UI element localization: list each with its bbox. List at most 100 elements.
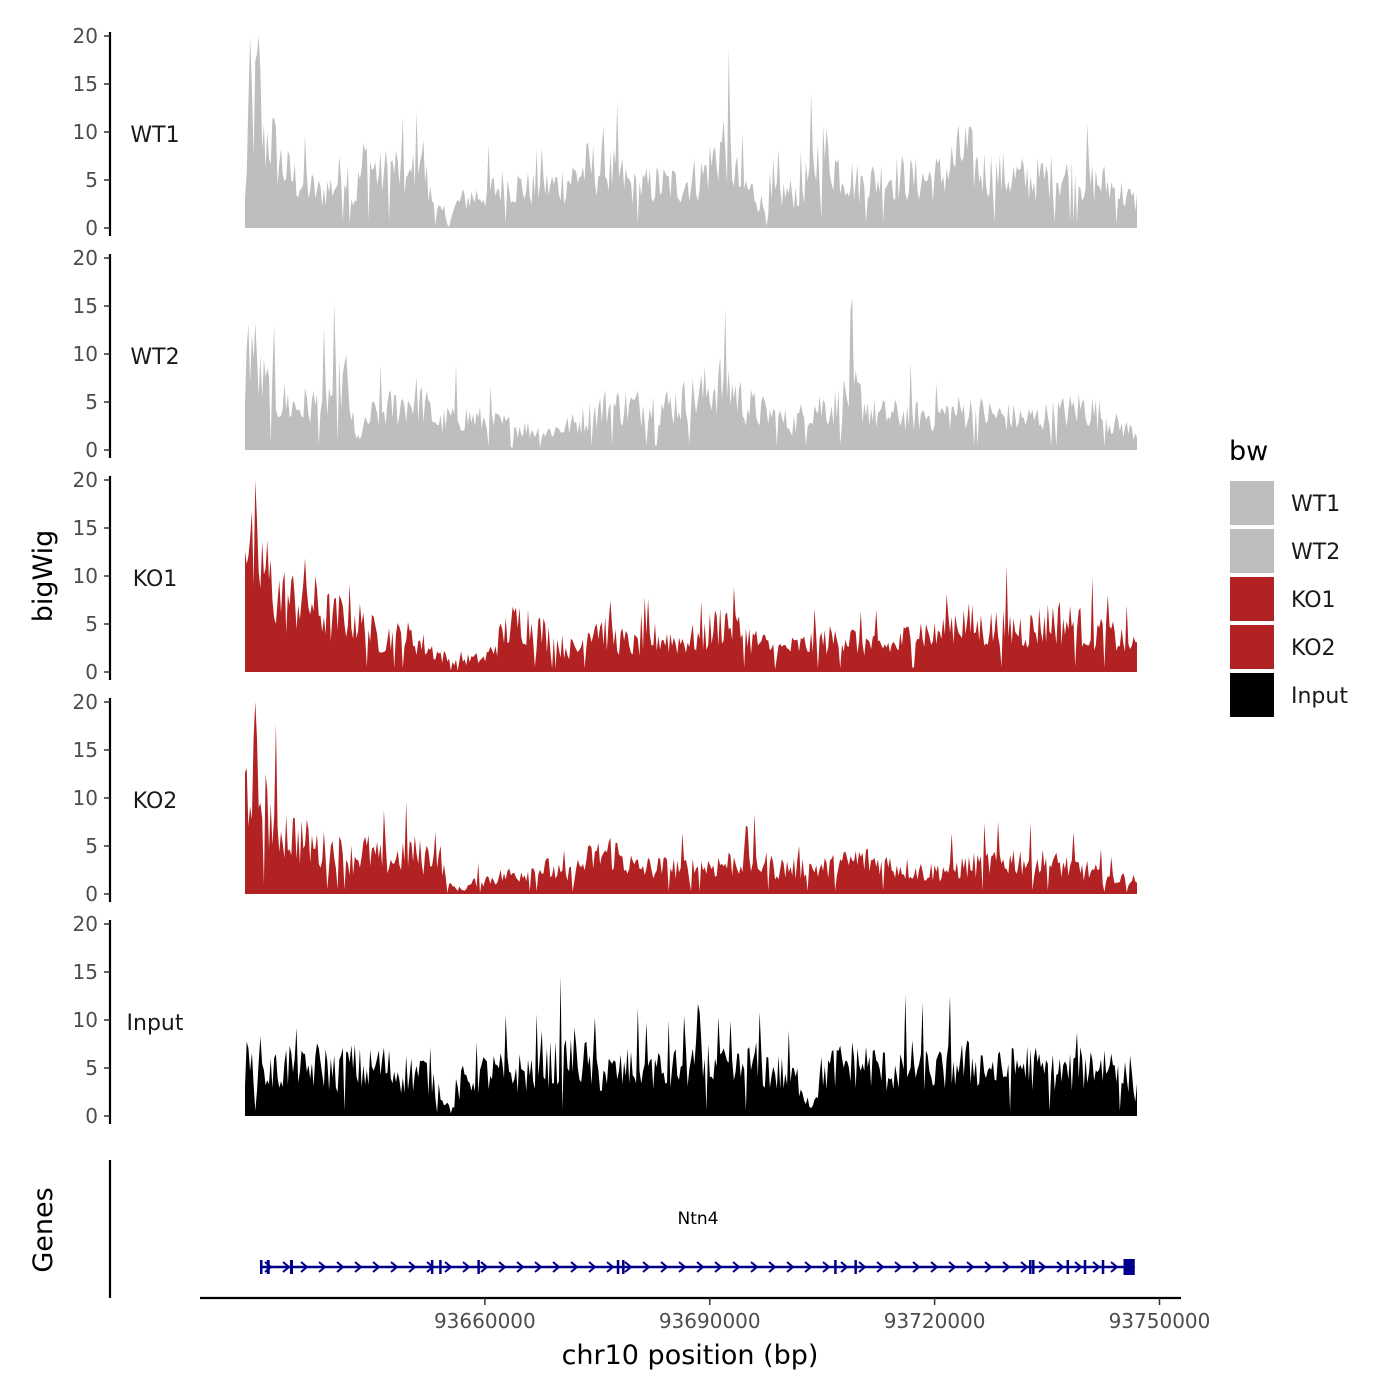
strand-arrow [930,1261,939,1273]
track-ko1: 0 5 10 15 20 KO1 [73,468,1137,684]
strand-arrow [372,1261,381,1273]
strand-arrow [570,1261,579,1273]
y-tick-label: 5 [85,390,98,414]
gene-exon [1083,1260,1087,1274]
strand-arrow [750,1261,759,1273]
gene-exon [1032,1260,1035,1274]
legend-label: Input [1291,684,1348,709]
y-tick-label: 5 [85,168,98,192]
legend-item-wt1: WT1 [1230,481,1340,525]
track-label: WT1 [130,123,179,148]
y-axis-title: bigWig [28,530,59,623]
strand-arrow [912,1261,921,1273]
x-tick-label: 93720000 [884,1309,986,1333]
y-tick-label: 15 [73,72,98,96]
y-tick-label: 15 [73,516,98,540]
legend-label: KO1 [1291,588,1336,613]
strand-arrow [390,1261,399,1273]
series-area-input [245,975,1137,1116]
x-axis-title: chr10 position (bp) [562,1340,819,1371]
gene-exon [1123,1259,1135,1275]
track-label: WT2 [130,345,179,370]
legend-label: WT2 [1291,540,1340,565]
strand-arrow [804,1261,813,1273]
y-tick-label: 5 [85,612,98,636]
strand-arrow [408,1261,417,1273]
strand-arrow [552,1261,561,1273]
strand-arrow [606,1261,615,1273]
strand-arrow [588,1261,597,1273]
strand-arrow [966,1261,975,1273]
gene-exon [854,1260,857,1274]
x-tick-label: 93750000 [1109,1309,1211,1333]
strand-arrow [1110,1261,1119,1273]
track-wt2: 0 5 10 15 20 WT2 [73,246,1137,462]
gene-exon [439,1260,442,1274]
series-area-ko2 [245,702,1137,894]
strand-arrow [534,1261,543,1273]
strand-arrow [1020,1261,1029,1273]
strand-arrow [984,1261,993,1273]
legend-swatch [1230,481,1274,525]
track-label: Input [127,1011,184,1036]
y-tick-label: 15 [73,738,98,762]
x-axis: 93660000 93690000 93720000 93750000 [200,1296,1211,1333]
y-tick-label: 15 [73,960,98,984]
series-area-wt1 [245,36,1137,228]
legend-title: bw [1229,436,1268,467]
y-tick-label: 20 [73,912,98,936]
signal-tracks: 0 5 10 15 20 WT1 0 5 10 15 20 WT2 0 5 10 15 20 KO1 0 5 10 15 2… [73,24,1137,1128]
strand-arrow [1092,1261,1101,1273]
y-tick-label: 0 [85,438,98,462]
gene-exon [834,1260,837,1274]
track-label: KO1 [133,567,178,592]
gene-exon [1101,1260,1105,1274]
track-wt1: 0 5 10 15 20 WT1 [73,24,1137,240]
legend-swatch [1230,625,1274,669]
gene-exon [622,1260,625,1274]
strand-arrow [948,1261,957,1273]
legend-item-wt2: WT2 [1230,529,1340,573]
strand-arrow [462,1261,471,1273]
gene-exon [289,1260,293,1274]
strand-arrow [678,1261,687,1273]
strand-arrow [768,1261,777,1273]
strand-arrow [624,1261,633,1273]
legend-item-ko1: KO1 [1230,577,1336,621]
gene-exon [430,1260,434,1274]
strand-arrow [876,1261,885,1273]
legend-item-input: Input [1230,673,1348,717]
strand-arrow [822,1261,831,1273]
legend-label: KO2 [1291,636,1336,661]
genes-panel: Ntn4 [108,1160,1135,1298]
strand-arrow [732,1261,741,1273]
y-tick-label: 10 [73,342,98,366]
strand-arrow [354,1261,363,1273]
y-tick-label: 10 [73,1008,98,1032]
gene-label: Ntn4 [678,1209,719,1229]
strand-arrow [1002,1261,1011,1273]
track-ko2: 0 5 10 15 20 KO2 [73,690,1137,906]
strand-arrow [1038,1261,1047,1273]
y-tick-label: 15 [73,294,98,318]
track-input: 0 5 10 15 20 Input [73,912,1137,1128]
y-tick-label: 10 [73,120,98,144]
x-tick-label: 93660000 [434,1309,536,1333]
legend-swatch [1230,529,1274,573]
legend-item-ko2: KO2 [1230,625,1336,669]
strand-arrow [1056,1261,1065,1273]
y-tick-label: 5 [85,1056,98,1080]
y-tick-label: 10 [73,564,98,588]
y-tick-label: 0 [85,882,98,906]
track-label: KO2 [133,789,178,814]
strand-arrow [1074,1261,1083,1273]
series-area-ko1 [245,480,1137,672]
legend: bw WT1 WT2 KO1 KO2 Input [1229,436,1348,717]
y-tick-label: 0 [85,660,98,684]
strand-arrow [840,1261,849,1273]
strand-arrow [498,1261,507,1273]
series-area-wt2 [245,297,1137,450]
strand-arrow [444,1261,453,1273]
y-tick-label: 0 [85,1104,98,1128]
